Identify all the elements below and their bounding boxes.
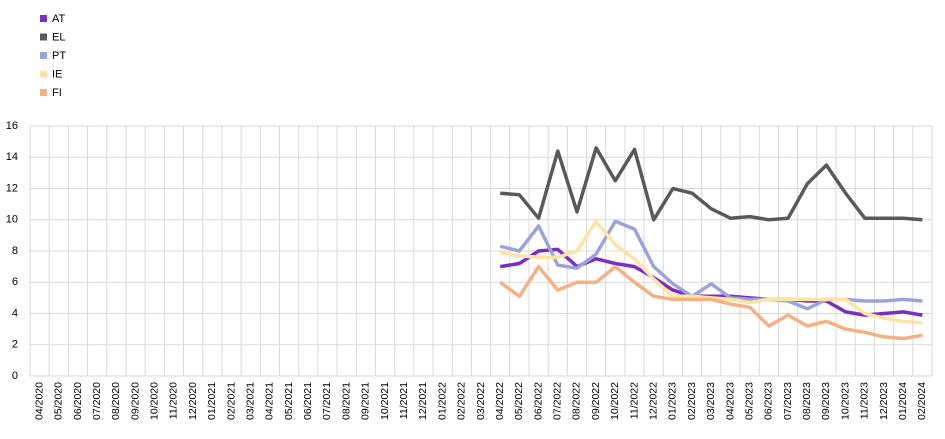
legend-label: IE	[52, 68, 62, 80]
x-tick-label: 02/2022	[456, 382, 468, 420]
y-tick-label: 16	[6, 120, 18, 132]
series-line	[500, 146, 923, 222]
x-tick-label: 05/2022	[513, 382, 525, 420]
x-tick-label: 02/2023	[686, 382, 698, 420]
x-tick-label: 01/2022	[436, 382, 448, 420]
legend-swatch	[40, 89, 47, 96]
x-tick-label: 05/2021	[283, 382, 295, 420]
x-tick-label: 11/2022	[628, 382, 640, 419]
x-tick-label: 06/2023	[763, 382, 775, 420]
x-tick-label: 03/2021	[244, 382, 256, 420]
series-line	[499, 219, 923, 325]
x-tick-label: 01/2023	[667, 382, 679, 420]
x-tick-label: 09/2020	[129, 382, 141, 420]
y-tick-label: 4	[12, 307, 18, 319]
x-tick-label: 09/2021	[360, 382, 372, 420]
x-tick-label: 09/2022	[590, 382, 602, 420]
x-tick-label: 01/2024	[897, 382, 909, 420]
y-tick-label: 12	[6, 182, 18, 194]
x-tick-label: 12/2023	[878, 382, 890, 420]
x-tick-label: 02/2021	[225, 382, 237, 420]
y-tick-label: 2	[12, 339, 18, 351]
x-tick-label: 05/2023	[743, 382, 755, 420]
y-tick-label: 0	[12, 370, 18, 382]
x-tick-label: 12/2021	[417, 382, 429, 420]
x-tick-label: 12/2020	[187, 382, 199, 420]
x-tick-label: 08/2020	[110, 382, 122, 420]
y-tick-label: 10	[6, 214, 18, 226]
x-tick-label: 01/2021	[206, 382, 218, 420]
x-tick-label: 07/2023	[782, 382, 794, 420]
x-tick-label: 04/2022	[494, 382, 506, 420]
x-tick-label: 11/2023	[859, 382, 871, 419]
x-tick-label: 08/2022	[571, 382, 583, 420]
x-tick-label: 11/2020	[168, 382, 180, 419]
x-tick-label: 04/2020	[33, 382, 45, 420]
legend-label: AT	[52, 13, 66, 25]
x-tick-label: 03/2023	[705, 382, 717, 420]
x-tick-label: 12/2022	[648, 382, 660, 420]
series-line	[499, 219, 923, 311]
x-tick-label: 10/2020	[149, 382, 161, 420]
x-tick-label: 04/2021	[264, 382, 276, 420]
x-tick-label: 10/2023	[839, 382, 851, 420]
x-tick-label: 09/2023	[820, 382, 832, 420]
legend-label: EL	[52, 31, 65, 43]
x-tick-label: 02/2024	[916, 382, 928, 420]
x-tick-label: 10/2021	[379, 382, 391, 420]
x-tick-label: 06/2020	[72, 382, 84, 420]
y-tick-label: 8	[12, 245, 18, 257]
legend-swatch	[40, 52, 47, 59]
x-tick-label: 08/2021	[340, 382, 352, 420]
x-tick-label: 07/2020	[91, 382, 103, 420]
y-tick-label: 6	[12, 276, 18, 288]
x-tick-label: 04/2023	[724, 382, 736, 420]
x-tick-label: 06/2021	[302, 382, 314, 420]
series-line	[499, 264, 923, 341]
y-tick-label: 14	[6, 151, 18, 163]
legend-swatch	[40, 15, 47, 22]
legend-label: FI	[52, 87, 62, 99]
x-tick-label: 08/2023	[801, 382, 813, 420]
legend-label: PT	[52, 50, 66, 62]
legend-swatch	[40, 33, 47, 41]
x-tick-label: 03/2022	[475, 382, 487, 420]
x-tick-label: 07/2022	[552, 382, 564, 420]
x-tick-label: 11/2021	[398, 382, 410, 419]
x-tick-label: 06/2022	[532, 382, 544, 420]
legend-swatch	[40, 70, 47, 78]
x-tick-label: 10/2022	[609, 382, 621, 420]
x-tick-label: 07/2021	[321, 382, 333, 420]
x-tick-label: 05/2020	[53, 382, 65, 420]
